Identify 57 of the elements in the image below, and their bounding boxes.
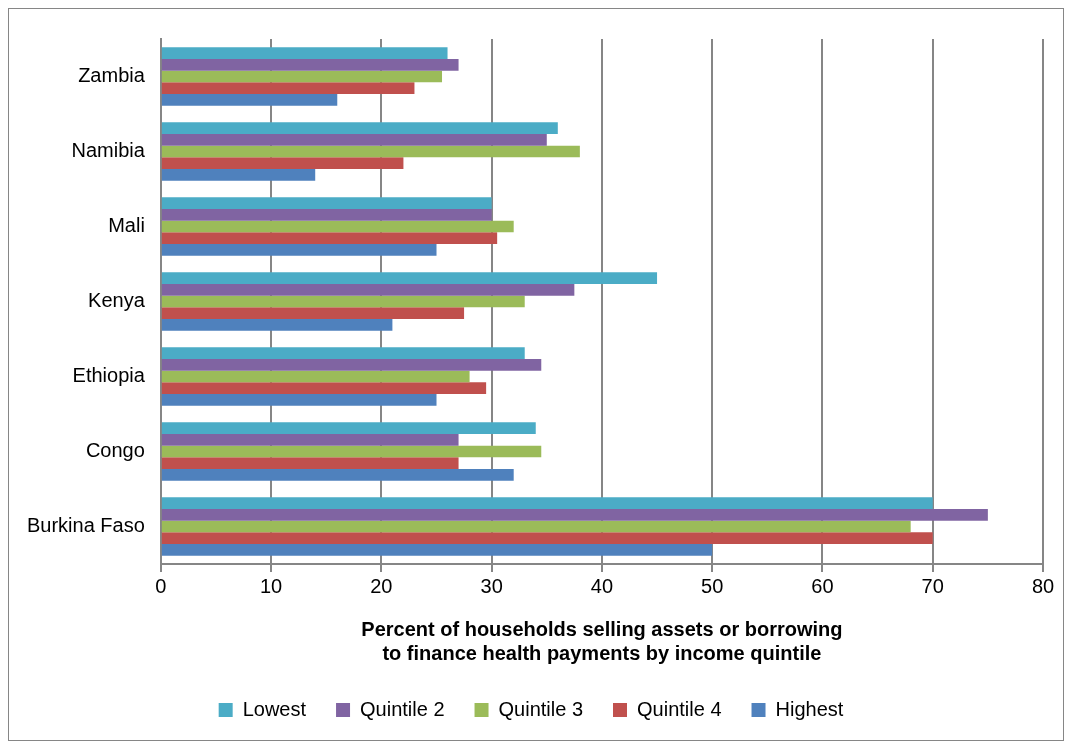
x-tick-label: 30 xyxy=(480,574,503,597)
bar xyxy=(161,208,492,221)
bar xyxy=(161,358,542,371)
legend-label: Quintile 3 xyxy=(498,697,584,720)
x-tick-label: 50 xyxy=(701,574,724,597)
bar xyxy=(161,319,393,331)
bar xyxy=(161,508,988,521)
bar xyxy=(161,70,443,83)
bar xyxy=(161,58,459,71)
bar xyxy=(161,47,448,59)
legend-label: Quintile 2 xyxy=(360,697,445,720)
x-tick-label: 70 xyxy=(921,574,944,597)
bar xyxy=(161,145,580,158)
x-tick-label: 20 xyxy=(370,574,393,597)
bar xyxy=(161,532,933,545)
bar xyxy=(161,220,514,233)
bar xyxy=(161,457,459,470)
x-tick-label: 0 xyxy=(155,574,167,597)
y-tick-label: Ethiopia xyxy=(72,364,146,387)
x-tick-label: 60 xyxy=(811,574,834,597)
bar xyxy=(161,133,547,146)
legend-label: Lowest xyxy=(242,697,307,720)
bar xyxy=(161,382,487,395)
bar xyxy=(161,157,404,170)
bar xyxy=(161,272,658,284)
x-tick-label: 80 xyxy=(1031,574,1055,597)
x-axis-title: Percent of households selling assets or borrowing to finance health payments by income quintile xyxy=(361,617,843,664)
bar xyxy=(161,82,415,95)
bar xyxy=(161,197,492,209)
x-tick-label: 10 xyxy=(259,574,283,597)
y-tick-label: Burkina Faso xyxy=(26,514,145,537)
bar xyxy=(161,394,437,406)
bar xyxy=(161,433,459,446)
bar xyxy=(161,520,911,533)
y-tick-label: Namibia xyxy=(71,139,146,162)
bar xyxy=(161,169,316,181)
bar xyxy=(161,244,437,256)
legend-label: Highest xyxy=(775,697,844,720)
y-tick-label: Kenya xyxy=(88,289,146,312)
bar xyxy=(161,232,498,245)
bar xyxy=(161,422,536,434)
bar xyxy=(161,347,525,359)
bar xyxy=(161,295,525,308)
y-tick-label: Mali xyxy=(108,214,145,237)
bar xyxy=(161,307,465,320)
bar xyxy=(161,497,933,509)
bar xyxy=(161,469,514,481)
bar xyxy=(161,544,713,556)
bar xyxy=(161,283,575,296)
legend-label: Quintile 4 xyxy=(637,697,722,720)
y-tick-label: Congo xyxy=(85,439,145,462)
x-tick-label: 40 xyxy=(590,574,614,597)
y-tick-label: Zambia xyxy=(78,64,146,87)
bar xyxy=(161,370,470,383)
bar xyxy=(161,445,542,458)
bar xyxy=(161,94,338,106)
bar xyxy=(161,122,558,134)
